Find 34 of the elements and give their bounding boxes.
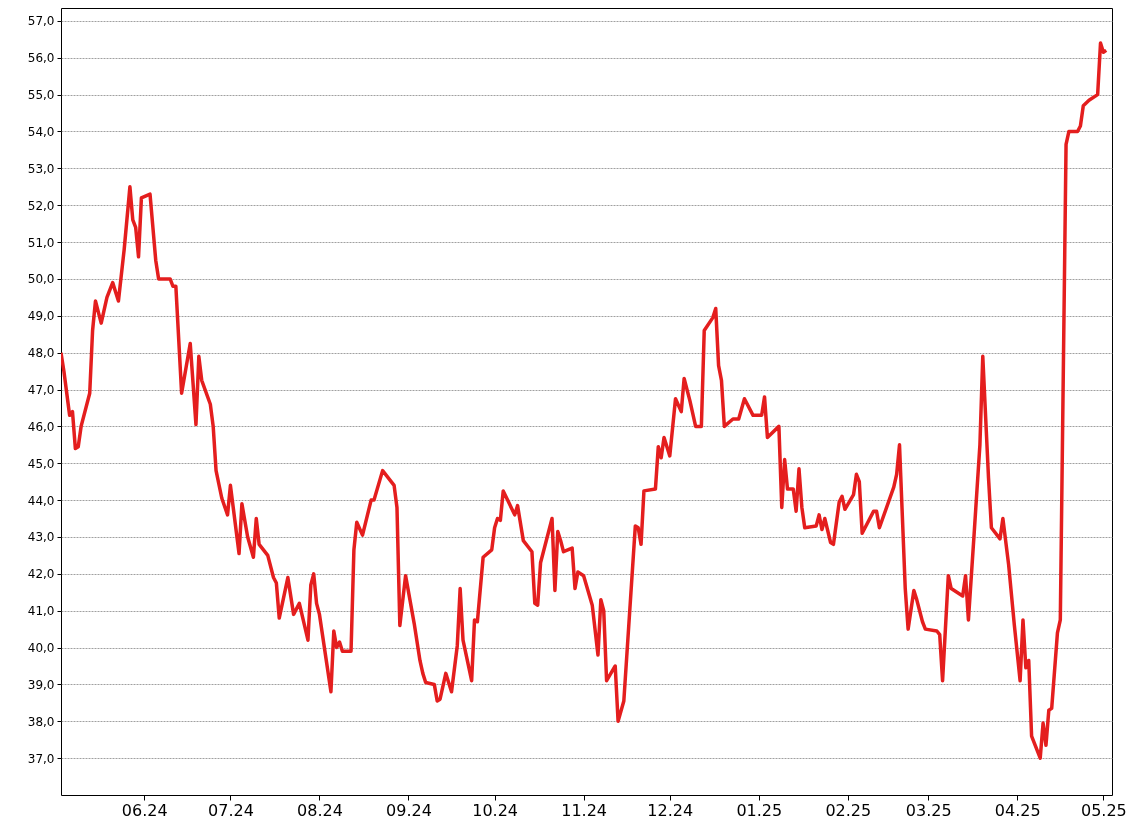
y-tick-label: 56,0 (27, 51, 55, 66)
y-tick-label: 53,0 (27, 161, 55, 176)
x-tick-label: 05.25 (1080, 800, 1127, 820)
x-tick-label: 10.24 (472, 800, 519, 820)
y-tick-label: 55,0 (27, 88, 55, 103)
y-tick-label: 47,0 (27, 383, 55, 398)
x-tick-label: 03.25 (905, 800, 952, 820)
y-tick-label: 48,0 (27, 346, 55, 361)
x-tick-label: 07.24 (208, 800, 254, 820)
y-tick-label: 57,0 (27, 14, 55, 29)
line-series (61, 41, 1109, 760)
y-tick-label: 37,0 (27, 751, 55, 766)
y-tick-label: 54,0 (27, 124, 55, 139)
x-tick-label: 01.25 (736, 800, 783, 820)
y-tick-label: 45,0 (27, 456, 55, 471)
y-tick-label: 39,0 (27, 677, 55, 692)
y-tick-label: 51,0 (27, 235, 55, 250)
y-tick-label: 43,0 (27, 530, 55, 545)
x-tick-label: 11.24 (561, 800, 608, 820)
x-tick-label: 08.24 (297, 800, 343, 820)
x-tick-label: 04.25 (994, 800, 1041, 820)
x-tick-label: 12.24 (647, 800, 694, 820)
y-tick-label: 44,0 (27, 493, 55, 508)
y-tick-label: 49,0 (27, 309, 55, 324)
x-tick-label: 06.24 (121, 800, 168, 820)
y-tick-label: 50,0 (27, 272, 55, 287)
y-tick-label: 41,0 (27, 604, 55, 619)
y-tick-label: 52,0 (27, 198, 55, 213)
y-tick-label: 42,0 (27, 567, 55, 582)
x-tick-label: 09.24 (386, 800, 432, 820)
y-tick-label: 40,0 (27, 641, 55, 656)
x-tick-label: 02.25 (825, 800, 872, 820)
y-tick-label: 46,0 (27, 419, 55, 434)
y-tick-label: 38,0 (27, 714, 55, 729)
